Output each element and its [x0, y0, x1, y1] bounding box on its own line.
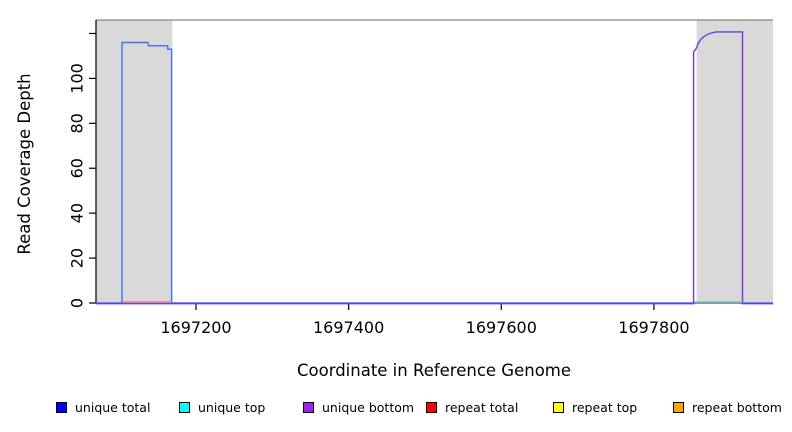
legend-item-unique-bottom: unique bottom — [303, 399, 414, 415]
legend-label: unique bottom — [322, 399, 415, 415]
y-tick-label: 80 — [68, 113, 87, 133]
legend-label: repeat total — [445, 399, 519, 415]
legend-item-unique-total: unique total — [56, 399, 150, 415]
x-tick-label: 1697400 — [313, 318, 384, 337]
legend-item-repeat-total: repeat total — [426, 399, 518, 415]
x-tick-label: 1697800 — [618, 318, 689, 337]
y-tick-label: 40 — [68, 203, 87, 223]
legend-swatch — [673, 401, 684, 413]
legend-item-unique-top: unique top — [179, 399, 265, 415]
right-end-region — [696, 20, 773, 303]
y-tick-label: 20 — [68, 248, 87, 268]
y-axis-title: Read Coverage Depth — [15, 73, 34, 254]
legend-item-repeat-top: repeat top — [553, 399, 637, 415]
legend-swatch — [426, 401, 437, 413]
x-axis-title: Coordinate in Reference Genome — [297, 361, 571, 380]
x-tick-label: 1697200 — [160, 318, 231, 337]
legend-swatch — [553, 401, 564, 413]
legend-swatch — [56, 401, 67, 413]
plot-area: 0 20 40 60 80 100 1697200 1697400 1697600 1697800 — [68, 19, 773, 337]
legend-swatch — [179, 401, 190, 413]
legend: unique total unique top unique bottom repea… — [0, 399, 792, 421]
legend-swatch — [303, 401, 314, 413]
y-tick-label: 100 — [68, 63, 87, 94]
series-unique-total — [96, 41, 773, 304]
x-tick-label: 1697600 — [466, 318, 537, 337]
legend-label: repeat top — [572, 399, 638, 415]
y-tick-label: 0 — [68, 298, 87, 308]
legend-label: repeat bottom — [692, 399, 782, 415]
legend-label: unique top — [198, 399, 266, 415]
legend-item-repeat-bottom: repeat bottom — [673, 399, 782, 415]
left-end-region — [96, 20, 173, 303]
y-tick-label: 60 — [68, 158, 87, 178]
series-unique-bottom — [96, 31, 773, 305]
legend-label: unique total — [75, 399, 151, 415]
